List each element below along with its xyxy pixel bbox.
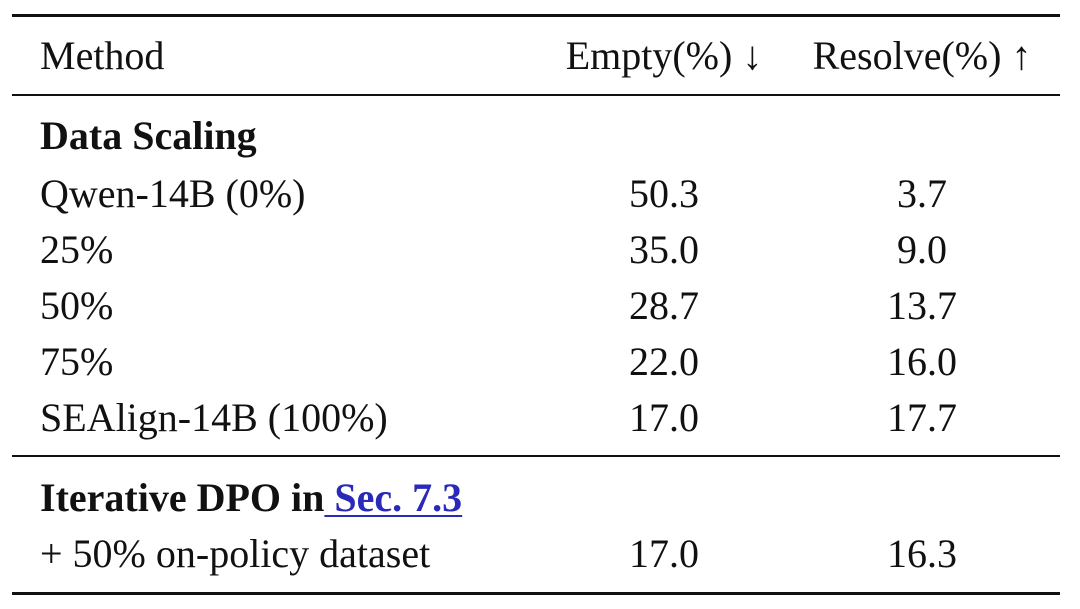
row-method: + 50% on-policy dataset — [40, 531, 431, 576]
row-resolve: 16.0 — [887, 339, 957, 384]
section-title-iterative-dpo: Iterative DPO in Sec. 7.3 — [40, 478, 462, 518]
row-empty: 35.0 — [629, 227, 699, 272]
row-resolve: 17.7 — [887, 395, 957, 440]
row-resolve: 9.0 — [897, 227, 947, 272]
row-resolve: 13.7 — [887, 283, 957, 328]
row-method: Qwen-14B (0%) — [40, 171, 306, 216]
row-method: 25% — [40, 227, 114, 272]
header-resolve: Resolve(%) ↑ — [812, 33, 1032, 78]
row-resolve: 16.3 — [887, 531, 957, 576]
row-method: SEAlign-14B (100%) — [40, 395, 388, 440]
sec-7-3-link[interactable]: Sec. 7.3 — [324, 475, 463, 520]
section-title-data-scaling: Data Scaling — [40, 113, 257, 158]
header-empty: Empty(%) ↓ — [565, 33, 763, 78]
section-title-text: Iterative DPO in — [40, 475, 325, 520]
row-empty: 17.0 — [629, 395, 699, 440]
row-empty: 28.7 — [629, 283, 699, 328]
row-method: 75% — [40, 339, 114, 384]
header-method: Method — [40, 33, 165, 78]
row-empty: 22.0 — [629, 339, 699, 384]
header-rule — [12, 94, 1060, 96]
row-empty: 17.0 — [629, 531, 699, 576]
bottom-rule — [12, 592, 1060, 595]
row-empty: 50.3 — [629, 171, 699, 216]
section-rule — [12, 455, 1060, 457]
row-resolve: 3.7 — [897, 171, 947, 216]
row-method: 50% — [40, 283, 114, 328]
top-rule — [12, 14, 1060, 17]
